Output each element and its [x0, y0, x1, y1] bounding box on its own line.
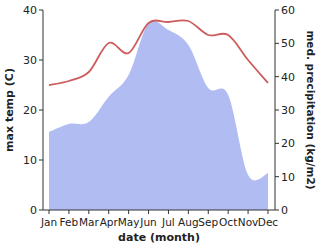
y2-tick-label: 30 [281, 104, 295, 117]
x-tick-label: Oct [219, 216, 237, 228]
x-tick-label: Mar [79, 216, 99, 228]
y2-tick-label: 10 [281, 171, 295, 184]
y-tick [39, 160, 43, 161]
y2-tick [275, 210, 279, 211]
x-tick-label: Jan [40, 216, 57, 228]
y-tick-label: 30 [23, 54, 37, 67]
x-tick [108, 210, 109, 214]
y2-tick [275, 43, 279, 44]
y-tick [39, 110, 43, 111]
x-tick [88, 210, 89, 214]
x-tick [68, 210, 69, 214]
y2-tick [275, 176, 279, 177]
y2-tick [275, 110, 279, 111]
x-tick [188, 210, 189, 214]
x-tick [228, 210, 229, 214]
x-tick-label: Dec [258, 216, 279, 228]
x-tick [268, 210, 269, 214]
y2-axis-label: med. precipitation (kg/m2) [305, 30, 317, 189]
y2-tick-label: 20 [281, 137, 295, 150]
x-tick-label: Jun [139, 216, 156, 228]
x-tick-label: Nov [238, 216, 259, 228]
plot-area [49, 20, 268, 210]
y2-tick [275, 143, 279, 144]
y2-tick-label: 40 [281, 71, 295, 84]
x-tick [208, 210, 209, 214]
y-axis-label: max temp (C) [3, 68, 16, 152]
precip-area [49, 21, 268, 210]
x-tick [128, 210, 129, 214]
x-tick [248, 210, 249, 214]
y2-tick [275, 76, 279, 77]
y-tick [39, 210, 43, 211]
x-tick [168, 210, 169, 214]
x-tick-label: Apr [100, 216, 119, 228]
y-tick [39, 60, 43, 61]
y-tick-label: 10 [23, 154, 37, 167]
chart: 0 10 20 30 40 0 10 20 30 40 50 60 JanFebMarAprMayJun… [0, 0, 318, 247]
x-tick [148, 210, 149, 214]
x-tick-label: Aug [178, 216, 199, 228]
y-tick-label: 40 [23, 4, 37, 17]
x-tick-label: Feb [60, 216, 79, 228]
x-axis [43, 210, 275, 211]
y2-tick-label: 50 [281, 37, 295, 50]
y-tick-label: 20 [23, 104, 37, 117]
y-tick-label: 0 [30, 204, 37, 217]
y2-tick-label: 60 [281, 4, 295, 17]
y2-tick [275, 10, 279, 11]
x-tick-label: Jul [161, 216, 175, 228]
x-axis-label: date (month) [118, 231, 200, 244]
x-tick [49, 210, 50, 214]
y2-tick-label: 0 [281, 204, 288, 217]
x-tick-label: May [118, 216, 140, 228]
temp-line [49, 20, 268, 85]
y-tick [39, 10, 43, 11]
x-tick-label: Sep [198, 216, 218, 228]
